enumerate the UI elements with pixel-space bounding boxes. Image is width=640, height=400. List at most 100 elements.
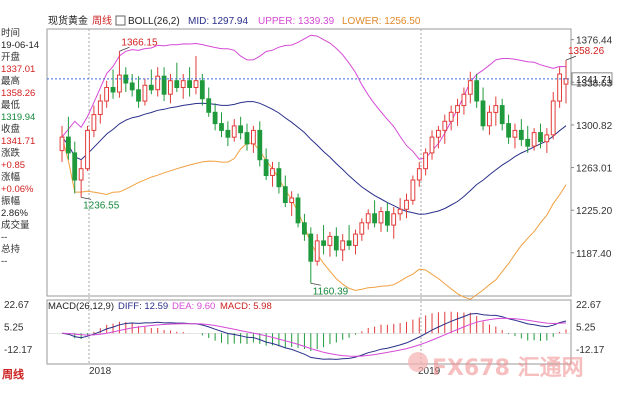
low-value: 1319.94 xyxy=(1,112,36,123)
price-tick-label: 1338.63 xyxy=(576,78,613,89)
current-price-label: 1341.71 xyxy=(576,75,613,86)
symbol-title: 现货黄金 xyxy=(48,14,88,27)
candle-body xyxy=(493,105,499,113)
candle-body xyxy=(518,129,524,140)
candle-body xyxy=(365,213,371,224)
candle-body xyxy=(129,82,135,91)
candle-body xyxy=(327,235,333,246)
open-label: 开盘 xyxy=(1,52,21,63)
macd-tick-label-right: -12.17 xyxy=(576,345,605,356)
pct-label: 涨幅 xyxy=(1,172,21,183)
volume-label: 成交量 xyxy=(1,220,30,231)
candle-body xyxy=(206,98,212,113)
axis-layer: 1341.71 1376.44 1338.63 1300.82 1263.01 1225.… xyxy=(4,36,613,377)
x-label-2018: 2018 xyxy=(89,366,112,377)
high-value: 1358.26 xyxy=(1,88,36,99)
candle-body xyxy=(410,179,416,201)
price-tick-label: 1300.82 xyxy=(576,121,613,132)
candle-body xyxy=(282,186,288,203)
close-label: 收盘 xyxy=(1,124,21,135)
candle-body xyxy=(353,233,358,246)
annotation-label: 1236.55 xyxy=(83,200,120,211)
boll-lower-line xyxy=(61,136,567,300)
candle-body xyxy=(142,84,148,102)
macd-tick-label-left: 5.25 xyxy=(4,322,24,333)
candle-body xyxy=(244,132,250,145)
candle-body xyxy=(219,123,224,131)
candle-body xyxy=(104,87,109,102)
time-value: 19-06-14 xyxy=(1,40,40,51)
period-button[interactable]: 周线 xyxy=(0,366,46,381)
macd-tick-label-left: -12.17 xyxy=(4,345,33,356)
macd-layer xyxy=(47,311,571,360)
candle-body xyxy=(563,78,569,85)
candle-body xyxy=(85,129,90,170)
candle-body xyxy=(117,74,122,93)
candle-body xyxy=(180,80,186,88)
candle-body xyxy=(257,129,263,161)
candle-body xyxy=(487,111,492,127)
time-label: 时间 xyxy=(1,28,21,39)
candle-body xyxy=(161,75,167,95)
candle-body xyxy=(110,87,116,93)
candle-body xyxy=(91,114,97,131)
open-interest-label: 总持 xyxy=(1,244,21,255)
price-tick-label: 1263.01 xyxy=(576,164,613,175)
macd-tick-label-right: 22.67 xyxy=(576,300,601,311)
candle-body xyxy=(506,123,512,138)
candle-body xyxy=(321,240,327,246)
x-label-2019: 2019 xyxy=(418,366,441,377)
candle-body xyxy=(251,129,256,145)
macd-dea-line xyxy=(61,317,567,357)
boll-mid-line xyxy=(61,101,567,215)
annotation-label: 1366.15 xyxy=(121,37,158,48)
candle-body xyxy=(155,75,161,91)
macd-title: MACD(26,12,9) xyxy=(48,301,114,312)
candle-body xyxy=(378,211,384,224)
candle-body xyxy=(525,138,531,147)
indicator-toggle-icon[interactable] xyxy=(115,15,126,26)
candle-body xyxy=(270,168,275,176)
candle-body xyxy=(314,240,320,262)
boll-upper-line xyxy=(61,34,567,160)
current-price-tag xyxy=(571,72,613,86)
macd-tick-label-left: 22.67 xyxy=(4,300,29,311)
low-label: 最低 xyxy=(1,100,21,111)
candle-body xyxy=(423,152,429,170)
candle-body xyxy=(544,134,550,143)
candle-body xyxy=(538,132,543,143)
candle-body xyxy=(225,129,231,138)
change-value: +0.85 xyxy=(1,160,26,171)
candle-body xyxy=(448,111,454,122)
candle-body xyxy=(557,73,563,102)
price-tick-label: 1376.44 xyxy=(576,36,613,47)
macd-panel-frame xyxy=(46,299,572,365)
fx678-logo-icon xyxy=(408,352,428,372)
amp-label: 振幅 xyxy=(1,196,21,207)
candle-body xyxy=(346,240,352,246)
amp-value: 2.86% xyxy=(1,208,28,219)
candle-body xyxy=(97,100,103,115)
candle-body xyxy=(187,80,192,88)
period-tag[interactable]: 周线 xyxy=(92,14,112,27)
candle-body xyxy=(148,84,154,91)
boll-lower: LOWER: 1256.50 xyxy=(342,16,421,27)
candle-body xyxy=(174,80,180,88)
candle-body xyxy=(416,168,422,181)
price-tick-label: 1187.40 xyxy=(576,249,612,260)
candle-body xyxy=(531,132,537,147)
candle-body xyxy=(429,136,435,154)
volume-value: -- xyxy=(1,232,8,243)
candle-body xyxy=(442,120,448,131)
candle-body xyxy=(404,199,409,210)
macd-series-label: DEA: 9.60 xyxy=(172,301,215,312)
candle-body xyxy=(480,100,486,127)
candle-body xyxy=(66,136,71,154)
candle-body xyxy=(550,100,556,136)
candle-body xyxy=(136,89,141,102)
macd-series-label: DIFF: 12.59 xyxy=(118,301,168,312)
candle-body xyxy=(474,80,480,102)
candle-body xyxy=(59,136,65,152)
boll-upper: UPPER: 1339.39 xyxy=(258,16,335,27)
